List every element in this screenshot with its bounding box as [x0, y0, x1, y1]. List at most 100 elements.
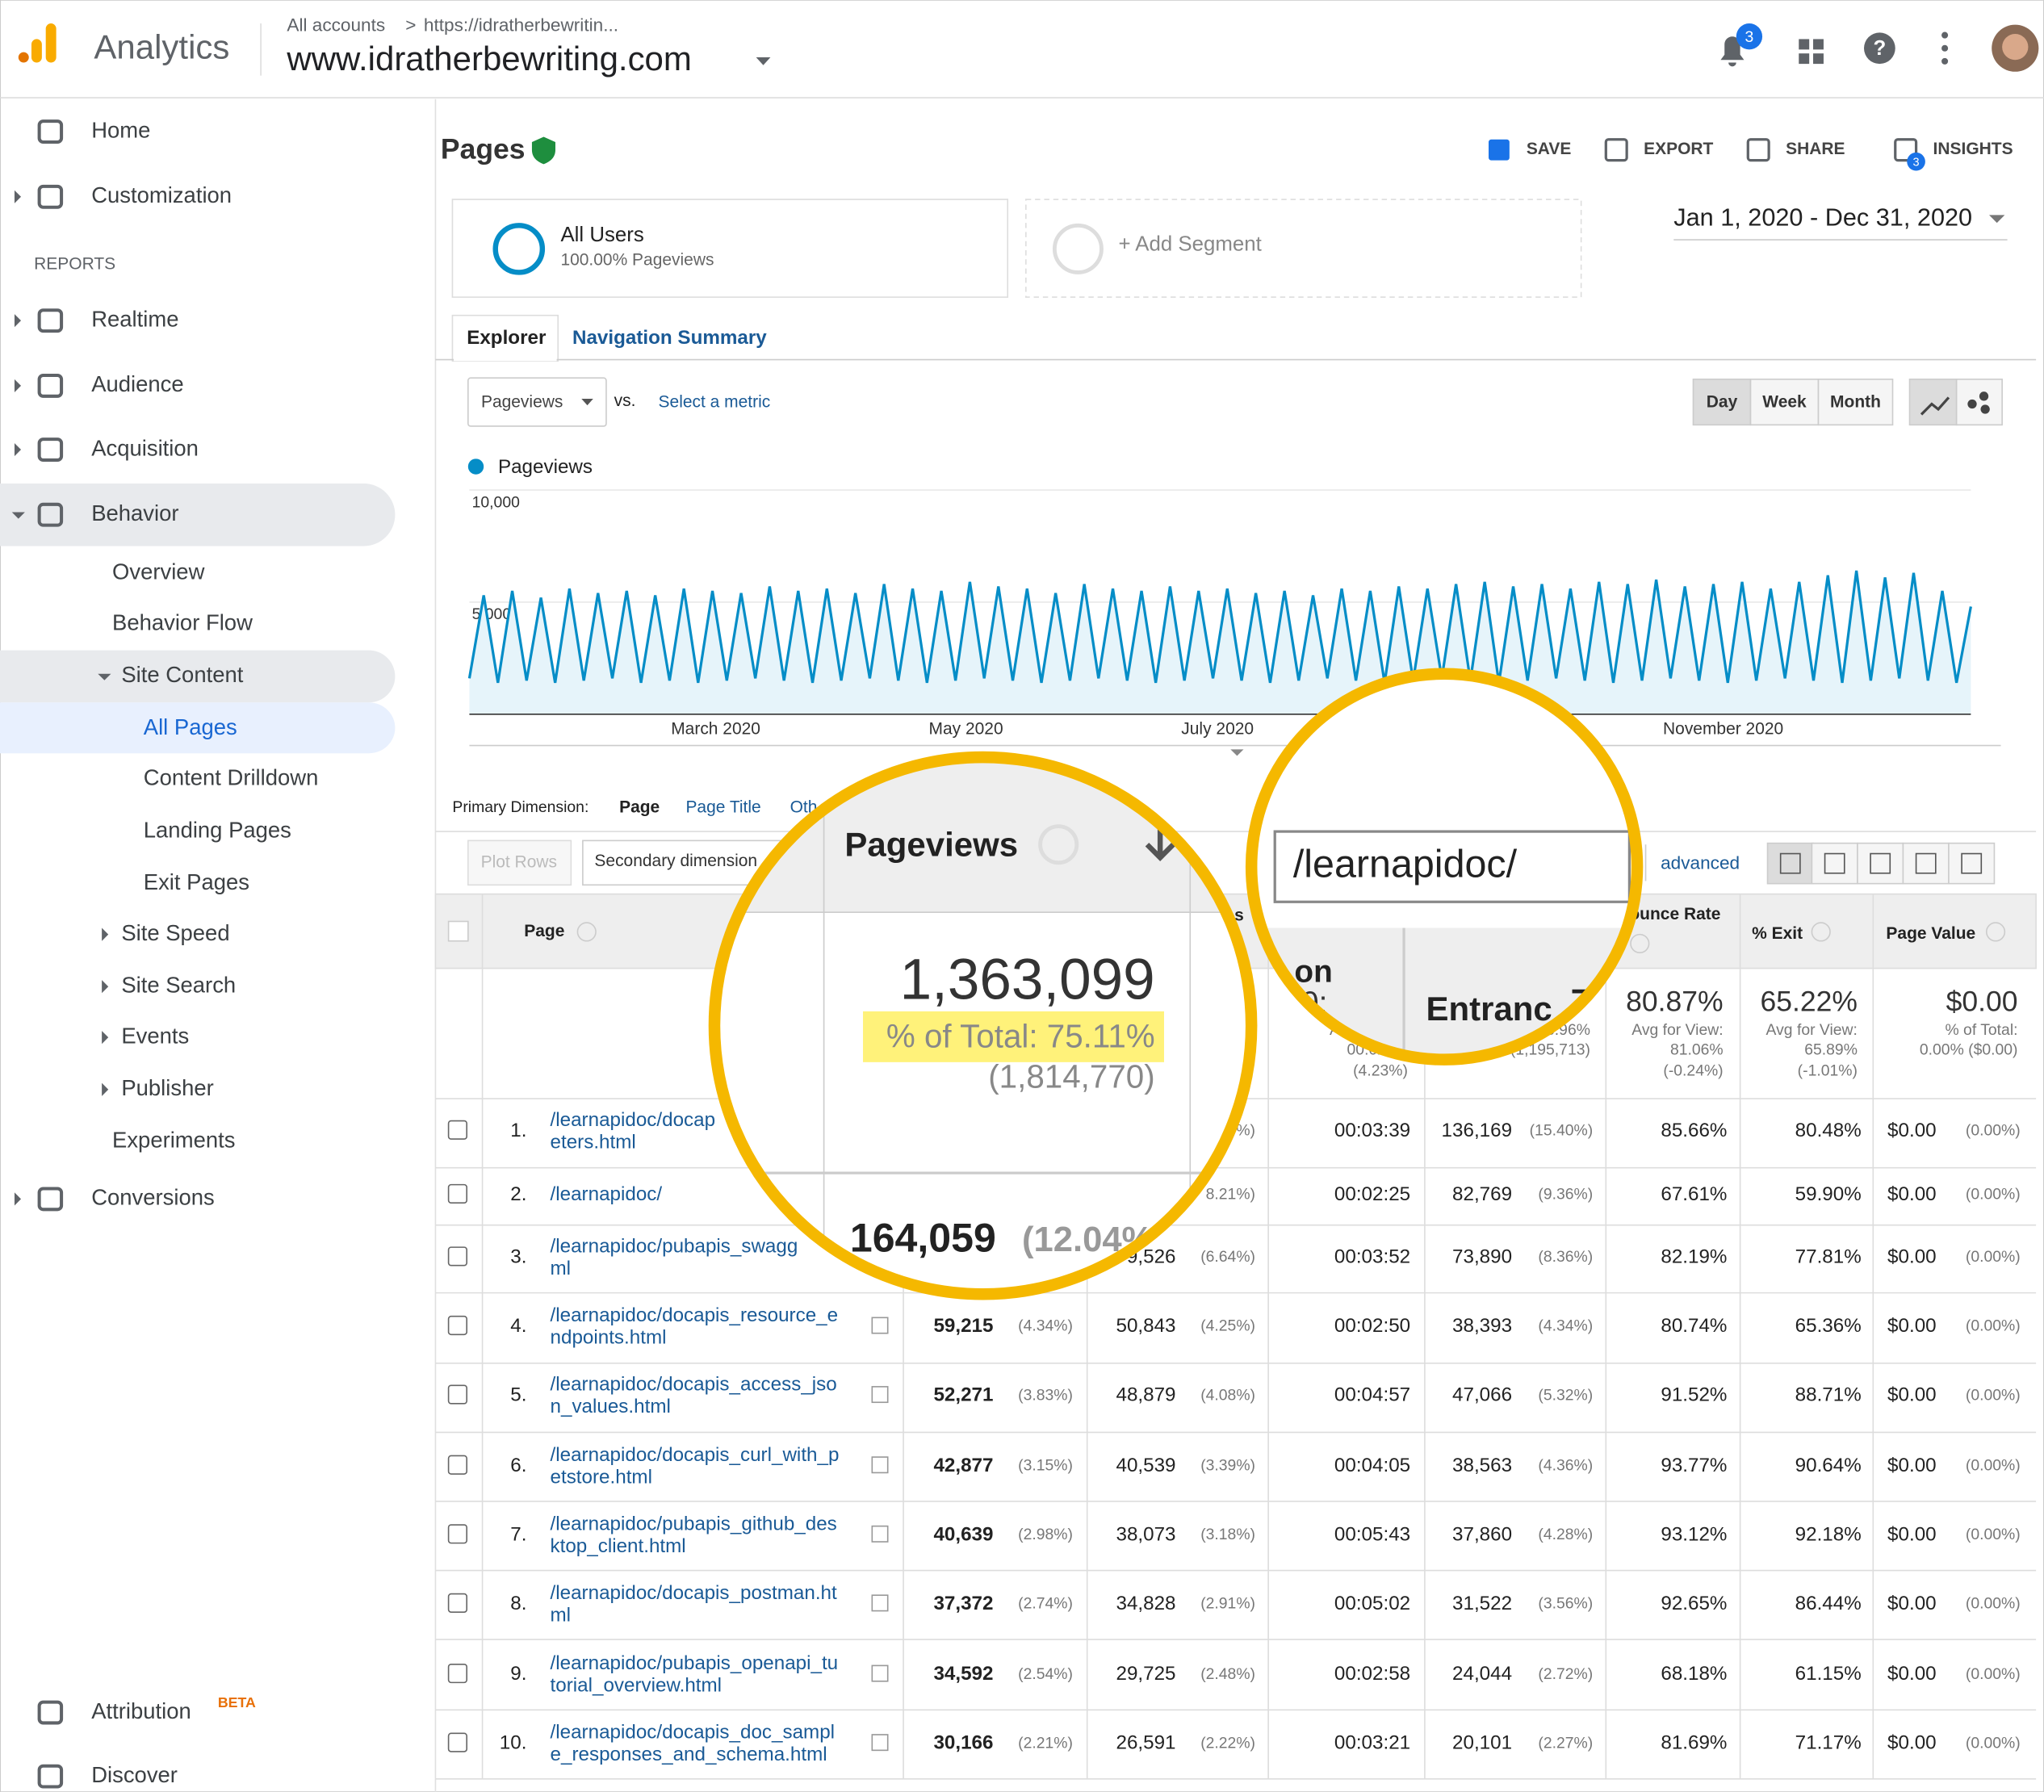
property-selector[interactable]: www.idratherbewriting.com: [286, 40, 691, 77]
nav-item[interactable]: Site Content: [121, 662, 243, 687]
cell: (0.00%): [1966, 1665, 2021, 1683]
nav-item[interactable]: Home: [91, 117, 150, 142]
action-icon: [1746, 138, 1770, 162]
row-checkbox: [447, 1593, 468, 1613]
total-cell: Avg for View:: [1766, 1021, 1858, 1039]
tab[interactable]: Explorer: [467, 327, 547, 349]
total-cell: 0.00% ($0.00): [1920, 1040, 2018, 1058]
nav-item[interactable]: Discover: [91, 1762, 178, 1787]
page-link[interactable]: eters.html: [551, 1131, 636, 1153]
nav-item[interactable]: Behavior Flow: [112, 610, 253, 635]
bell-icon[interactable]: [1720, 36, 1745, 67]
nav-item[interactable]: Overview: [112, 559, 205, 584]
cell: (4.34%): [1538, 1317, 1593, 1335]
nav-item[interactable]: Realtime: [91, 306, 178, 331]
dropdown-arrow: [756, 57, 771, 65]
nav-item[interactable]: Attribution: [91, 1698, 191, 1723]
magnifier-ring: [1245, 668, 1644, 1066]
secondary-dimension-label[interactable]: Secondary dimension: [594, 852, 757, 870]
highlight: [863, 1011, 1164, 1062]
nav-item[interactable]: Content Drilldown: [144, 765, 319, 790]
help-icon: [1630, 933, 1650, 954]
nav-item[interactable]: Behavior: [91, 500, 178, 525]
select-metric[interactable]: Select a metric: [659, 392, 771, 411]
nav-item[interactable]: Site Search: [121, 972, 236, 997]
badge: [1736, 23, 1763, 50]
nav-item[interactable]: Experiments: [112, 1128, 236, 1153]
page-link[interactable]: ktop_client.html: [551, 1535, 686, 1557]
dimension-option[interactable]: Page Title: [685, 798, 760, 817]
add-segment[interactable]: + Add Segment: [1118, 232, 1261, 255]
search-box: [1273, 830, 1631, 903]
date-range[interactable]: Jan 1, 2020 - Dec 31, 2020: [1673, 203, 1972, 231]
nav-item[interactable]: Site Speed: [121, 920, 229, 945]
cell: (0.00%): [1966, 1317, 2021, 1335]
nav-item[interactable]: Customization: [91, 182, 232, 207]
interval-button: [1749, 379, 1820, 426]
page-link[interactable]: /learnapidoc/docapis_curl_with_p: [551, 1444, 840, 1466]
cell: 47,066: [1452, 1384, 1512, 1406]
dimension-option[interactable]: Oth: [790, 798, 818, 817]
page-link[interactable]: etstore.html: [551, 1466, 652, 1488]
nav-item[interactable]: Audience: [91, 371, 183, 396]
nav-icon: [37, 502, 64, 527]
cell: (0.00%): [1966, 1734, 2021, 1752]
cell: 67.61%: [1661, 1183, 1727, 1205]
nav-item[interactable]: Conversions: [91, 1185, 215, 1210]
cell: 6.: [510, 1455, 526, 1476]
nav-item[interactable]: Events: [121, 1023, 189, 1048]
view-button: [1811, 842, 1858, 885]
action-button[interactable]: INSIGHTS: [1933, 140, 2013, 158]
page-link[interactable]: /learnapidoc/docapis_doc_sampl: [551, 1722, 836, 1744]
advanced-link[interactable]: advanced: [1661, 852, 1740, 873]
apps-icon: [1813, 53, 1824, 65]
page-link[interactable]: ml: [551, 1258, 572, 1279]
page-link[interactable]: /learnapidoc/: [551, 1183, 663, 1205]
page-link[interactable]: /learnapidoc/docapis_postman.ht: [551, 1582, 837, 1604]
page-link[interactable]: ndpoints.html: [551, 1327, 667, 1349]
cell: 80.74%: [1661, 1315, 1727, 1337]
interval-label[interactable]: Week: [1762, 392, 1807, 411]
page-link[interactable]: n_values.html: [551, 1396, 671, 1417]
tab[interactable]: Navigation Summary: [572, 327, 767, 349]
nav-icon: [37, 184, 64, 209]
help-icon[interactable]: [1863, 32, 1895, 65]
cell: 9.: [510, 1663, 526, 1685]
cell: 71.17%: [1795, 1732, 1862, 1754]
plot-rows-button: [467, 839, 572, 886]
more-icon: [1941, 44, 1949, 52]
page-link[interactable]: /learnapidoc/docapis_resource_e: [551, 1304, 839, 1326]
cell: 40,639: [933, 1523, 993, 1545]
page-link[interactable]: e_responses_and_schema.html: [551, 1744, 827, 1765]
action-button[interactable]: SAVE: [1527, 140, 1572, 158]
page-link[interactable]: torial_overview.html: [551, 1675, 723, 1697]
cell: 80.48%: [1795, 1120, 1862, 1141]
nav-item[interactable]: Publisher: [121, 1075, 213, 1100]
page-link[interactable]: /learnapidoc/pubapis_github_des: [551, 1513, 837, 1535]
cell: (2.21%): [1018, 1734, 1073, 1752]
nav-item[interactable]: Acquisition: [91, 435, 199, 460]
page-link[interactable]: /learnapidoc/pubapis_openapi_tu: [551, 1652, 839, 1674]
nav-item[interactable]: All Pages: [144, 714, 237, 739]
action-button[interactable]: SHARE: [1786, 140, 1845, 158]
nav-item[interactable]: Exit Pages: [144, 869, 249, 894]
cell: 68.18%: [1661, 1663, 1727, 1685]
page-link[interactable]: /learnapidoc/pubapis_swagg: [551, 1236, 798, 1258]
cell: 93.77%: [1661, 1455, 1727, 1476]
metric[interactable]: Pageviews: [481, 392, 563, 411]
page-link[interactable]: /learnapidoc/docapis_access_jso: [551, 1374, 837, 1396]
expand-arrow: [102, 927, 109, 941]
verified-icon: [531, 136, 555, 165]
collapse-arrow: [11, 512, 25, 519]
interval-label[interactable]: Day: [1707, 392, 1738, 411]
nav-item[interactable]: Landing Pages: [144, 817, 291, 842]
page-link[interactable]: ml: [551, 1604, 572, 1626]
search-query[interactable]: /learnapidoc/: [1293, 842, 1518, 886]
magnified-total: 1,363,099: [900, 948, 1155, 1012]
action-button[interactable]: EXPORT: [1644, 140, 1713, 158]
interval-label[interactable]: Month: [1830, 392, 1881, 411]
view-button: [1902, 842, 1950, 885]
action-icon: [1489, 139, 1510, 161]
page-link[interactable]: /learnapidoc/docap: [551, 1109, 716, 1131]
